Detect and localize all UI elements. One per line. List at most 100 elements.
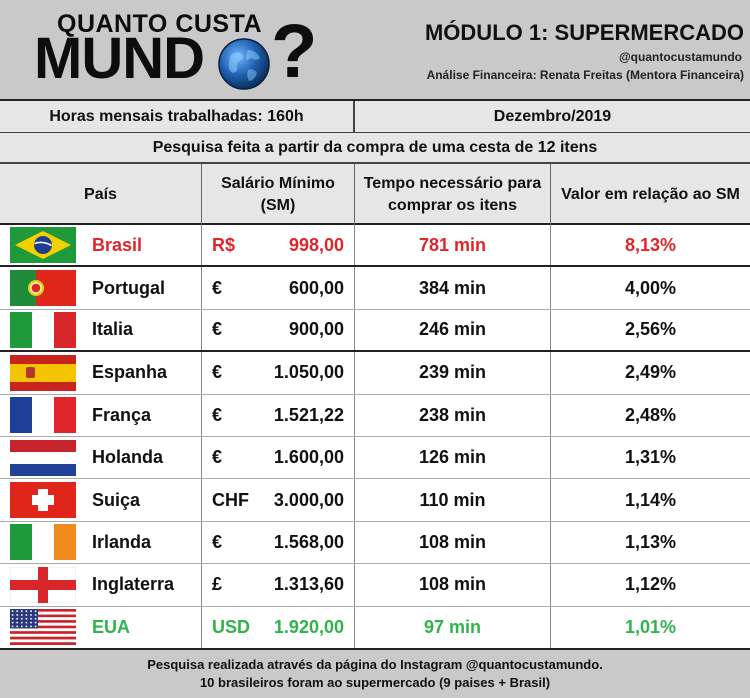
salary-amount: 1.313,60 bbox=[273, 574, 344, 595]
salary-cell: €1.521,22 bbox=[202, 394, 355, 436]
header-country: País bbox=[0, 164, 202, 225]
value-percent: 1,12% bbox=[624, 574, 677, 595]
table-header: País Salário Mínimo (SM) Tempo necessári… bbox=[0, 164, 750, 225]
flag-cell bbox=[0, 607, 86, 648]
salary-amount: 1.568,00 bbox=[273, 531, 344, 552]
portugal-flag-icon bbox=[10, 270, 76, 307]
table-row: Irlanda €1.568,00 108 min 1,13% bbox=[0, 521, 750, 565]
module-title: MÓDULO 1: SUPERMERCADO bbox=[424, 20, 744, 45]
comparison-table: País Salário Mínimo (SM) Tempo necessári… bbox=[0, 163, 750, 649]
logo-question-mark: ? bbox=[271, 9, 318, 94]
table-row: Italia €900,00 246 min 2,56% bbox=[0, 309, 750, 353]
logo-text-bottom: MUND bbox=[34, 26, 205, 91]
time-required: 97 min bbox=[355, 606, 551, 648]
salary-amount: 3.000,00 bbox=[273, 489, 344, 510]
salary-amount: 998,00 bbox=[288, 234, 344, 255]
analyst-credit: Análise Financeira: Renata Freitas (Ment… bbox=[426, 68, 744, 82]
country-name: Suiça bbox=[86, 479, 202, 521]
info-row: Horas mensais trabalhadas: 160h Dezembro… bbox=[0, 101, 750, 133]
salary-cell: R$ 998,00 bbox=[202, 225, 355, 266]
table-row: Portugal €600,00 384 min 4,00% bbox=[0, 267, 750, 310]
flag-cell bbox=[0, 352, 86, 393]
table-row: Holanda €1.600,00 126 min 1,31% bbox=[0, 437, 750, 480]
time-required: 238 min bbox=[355, 394, 551, 436]
italy-flag-icon bbox=[10, 311, 76, 348]
value-percent: 2,49% bbox=[624, 362, 677, 383]
salary-currency: € bbox=[212, 362, 223, 383]
salary-amount: 1.521,22 bbox=[273, 404, 344, 425]
salary-cell: CHF 3.000,00 bbox=[202, 479, 355, 521]
table-row: Espanha €1.050,00 239 min 2,49% bbox=[0, 352, 750, 395]
instagram-handle: @quantocustamundo bbox=[618, 50, 742, 64]
salary-currency: USD bbox=[212, 616, 251, 637]
flag-cell bbox=[0, 310, 86, 350]
table-row: Suiça CHF 3.000,00 110 min 1,14% bbox=[0, 479, 750, 522]
monthly-hours: Horas mensais trabalhadas: 160h bbox=[0, 101, 355, 132]
country-name: Brasil bbox=[86, 225, 202, 266]
flag-cell bbox=[0, 522, 86, 563]
spain-flag-icon bbox=[10, 354, 76, 391]
salary-cell: €1.050,00 bbox=[202, 352, 355, 394]
time-required: 246 min bbox=[355, 309, 551, 351]
salary-currency: € bbox=[212, 277, 223, 298]
value-percent: 1,14% bbox=[624, 489, 677, 510]
salary-cell: €900,00 bbox=[202, 309, 355, 351]
country-name: Holanda bbox=[86, 437, 202, 479]
time-required: 108 min bbox=[355, 521, 551, 564]
flag-cell bbox=[0, 479, 86, 520]
salary-amount: 600,00 bbox=[288, 277, 344, 298]
switzerland-flag-icon bbox=[10, 482, 76, 519]
footer-line-2: 10 brasileiros foram ao supermercado (9 … bbox=[199, 675, 551, 690]
value-percent: 8,13% bbox=[624, 234, 677, 255]
header-time: Tempo necessário para comprar os itens bbox=[355, 164, 551, 225]
country-name: Inglaterra bbox=[86, 564, 202, 606]
england-flag-icon bbox=[10, 566, 76, 603]
country-name: EUA bbox=[86, 606, 202, 648]
flag-cell bbox=[0, 564, 86, 605]
value-percent: 2,48% bbox=[624, 404, 677, 425]
country-name: Portugal bbox=[86, 267, 202, 309]
salary-currency: R$ bbox=[212, 234, 236, 255]
globe-icon bbox=[218, 38, 270, 90]
country-name: Italia bbox=[86, 309, 202, 351]
salary-amount: 1.920,00 bbox=[273, 616, 344, 637]
salary-cell: €600,00 bbox=[202, 267, 355, 309]
time-required: 108 min bbox=[355, 564, 551, 606]
france-flag-icon bbox=[10, 397, 76, 434]
ireland-flag-icon bbox=[10, 524, 76, 561]
footer-line-1: Pesquisa realizada através da página do … bbox=[147, 657, 603, 672]
time-required: 110 min bbox=[355, 479, 551, 521]
flag-cell bbox=[0, 225, 86, 265]
table-row: EUA USD 1.920,00 97 min 1,01% bbox=[0, 606, 750, 649]
salary-currency: € bbox=[212, 404, 223, 425]
flag-cell bbox=[0, 267, 86, 308]
value-percent: 1,01% bbox=[624, 616, 677, 637]
flag-cell bbox=[0, 395, 86, 436]
salary-cell: €1.600,00 bbox=[202, 437, 355, 479]
value-percent: 1,13% bbox=[624, 531, 677, 552]
table-row: França €1.521,22 238 min 2,48% bbox=[0, 394, 750, 437]
salary-cell: USD 1.920,00 bbox=[202, 606, 355, 648]
country-name: França bbox=[86, 394, 202, 436]
salary-currency: € bbox=[212, 447, 223, 468]
value-percent: 2,56% bbox=[624, 319, 677, 340]
salary-currency: CHF bbox=[212, 489, 249, 510]
brazil-flag-icon bbox=[10, 227, 76, 264]
netherlands-flag-icon bbox=[10, 439, 76, 476]
footer: Pesquisa realizada através da página do … bbox=[0, 648, 750, 698]
usa-flag-icon bbox=[10, 609, 76, 646]
country-name: Irlanda bbox=[86, 521, 202, 564]
salary-currency: € bbox=[212, 319, 223, 340]
table-row: Brasil R$ 998,00 781 min 8,13% bbox=[0, 225, 750, 268]
salary-currency: € bbox=[212, 531, 223, 552]
header: QUANTO CUSTA MUND ? MÓDULO 1: SUPERMERCA… bbox=[0, 0, 750, 101]
time-required: 781 min bbox=[355, 225, 551, 266]
header-salary: Salário Mínimo (SM) bbox=[202, 164, 355, 225]
table-row: Inglaterra £1.313,60 108 min 1,12% bbox=[0, 564, 750, 607]
value-percent: 1,31% bbox=[624, 447, 677, 468]
salary-currency: £ bbox=[212, 574, 223, 595]
salary-cell: €1.568,00 bbox=[202, 521, 355, 564]
time-required: 126 min bbox=[355, 437, 551, 479]
time-required: 384 min bbox=[355, 267, 551, 309]
